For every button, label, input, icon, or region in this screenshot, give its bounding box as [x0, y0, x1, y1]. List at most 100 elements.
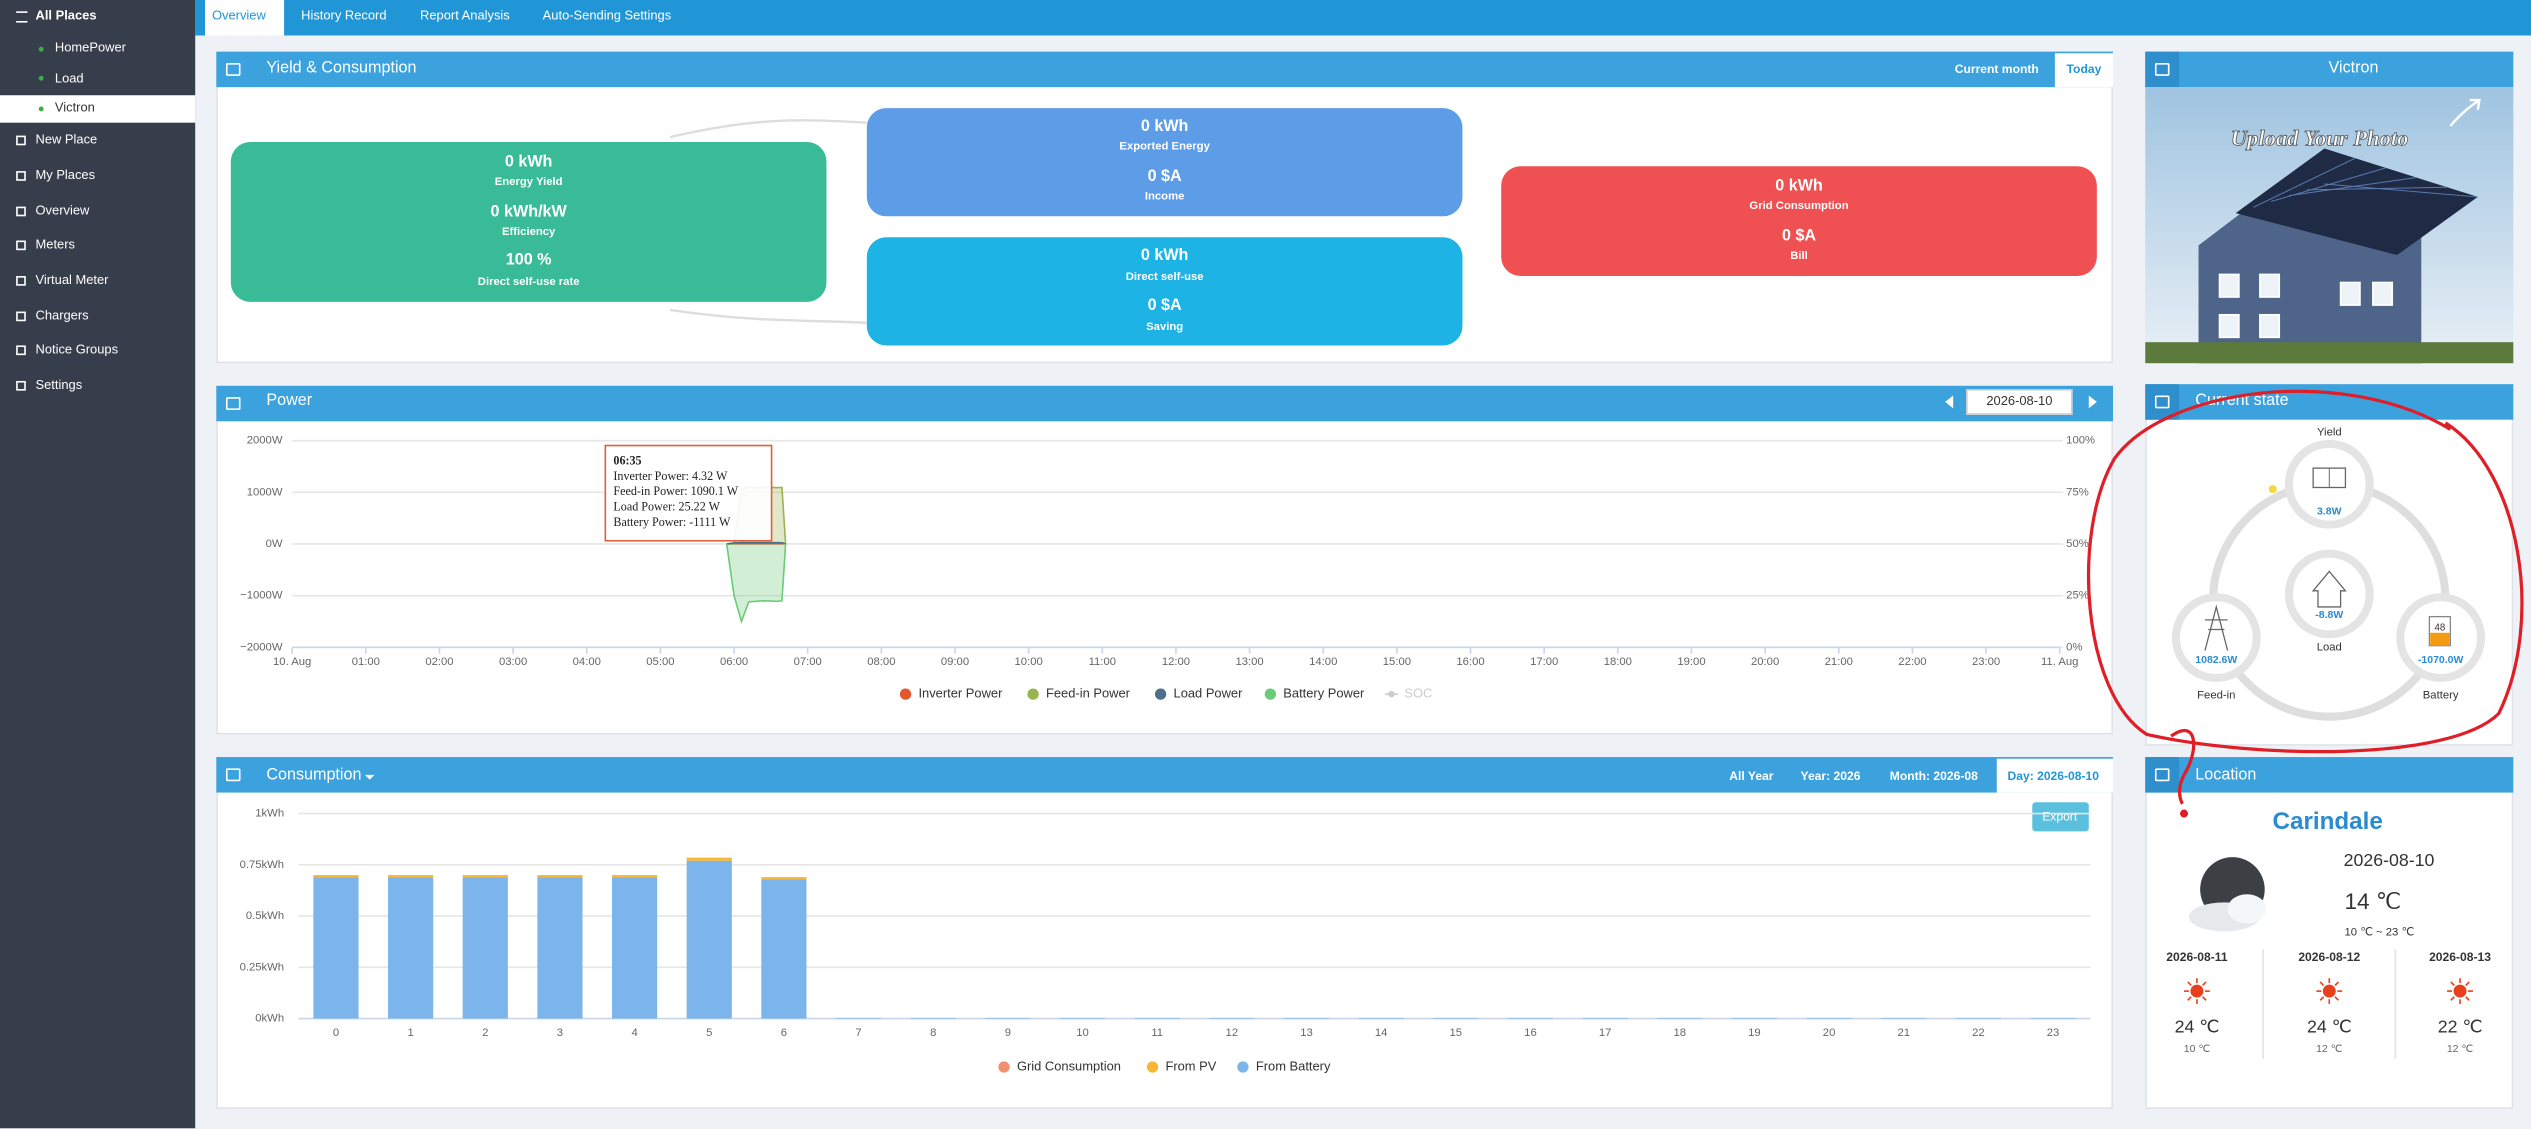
legend-item[interactable]: Grid Consumption — [1017, 1058, 1121, 1073]
menu-icon — [16, 11, 28, 23]
legend-item[interactable]: Battery Power — [1283, 686, 1365, 701]
export-label[interactable]: Export — [2042, 809, 2078, 824]
panel-title: Current state — [2195, 392, 2289, 411]
node-value: -8.8W — [2315, 610, 2343, 621]
sun-icon — [2453, 984, 2467, 998]
menu-item[interactable]: Virtual Meter — [35, 272, 109, 288]
tooltip-line: Inverter Power: 4.32 W — [613, 469, 728, 483]
sun-ray — [2319, 981, 2325, 986]
tab[interactable]: History Record — [301, 8, 387, 23]
forecast-date: 2026-08-12 — [2298, 949, 2361, 965]
y-tick-label: 0kWh — [255, 1013, 284, 1025]
y2-tick-label: 25% — [2066, 590, 2089, 602]
cloud-icon — [2227, 894, 2267, 924]
sun-ray — [2187, 981, 2192, 986]
tab[interactable]: Overview — [211, 8, 266, 23]
photo-window — [2372, 281, 2394, 306]
photo-upload-text[interactable]: Upload Your Photo — [2230, 125, 2409, 151]
place-item[interactable]: Victron — [54, 100, 95, 115]
active-period[interactable] — [2054, 53, 2113, 88]
sun-ray — [2187, 996, 2192, 1001]
bar-segment — [985, 1017, 1031, 1019]
export-button[interactable] — [2032, 802, 2089, 832]
menu-item[interactable]: Settings — [35, 377, 83, 393]
legend-marker — [1027, 688, 1039, 700]
active-tab[interactable] — [205, 0, 285, 36]
menu-item[interactable]: Meters — [35, 237, 75, 252]
sun-ray — [2450, 996, 2455, 1001]
y2-tick-label: 75% — [2066, 486, 2089, 498]
menu-item-icon — [16, 240, 26, 251]
panel-title: Yield & Consumption — [266, 59, 417, 78]
legend-item[interactable]: From PV — [1165, 1058, 1216, 1073]
card-label: Direct self-use rate — [477, 276, 580, 289]
menu-item[interactable]: My Places — [35, 167, 96, 183]
active-period[interactable] — [1996, 758, 2113, 793]
tab[interactable]: Report Analysis — [420, 8, 510, 23]
header-icon — [225, 768, 241, 782]
card-label: Grid Consumption — [1749, 200, 1849, 213]
period-toggle[interactable]: Year: 2026 — [1800, 768, 1861, 784]
forecast-low: 12 ℃ — [2316, 1043, 2343, 1056]
menu-item[interactable]: Overview — [35, 203, 90, 218]
menu-item[interactable]: New Place — [35, 132, 98, 147]
sun-icon — [2190, 984, 2204, 998]
date-value[interactable]: 2026-08-10 — [1986, 393, 2053, 409]
period-toggle[interactable]: Day: 2026-08-10 — [2007, 768, 2100, 784]
panel-title[interactable]: Consumption — [266, 766, 362, 785]
legend-item[interactable]: Inverter Power — [918, 686, 1003, 701]
menu-item-icon — [16, 311, 26, 322]
legend-item[interactable]: From Battery — [1256, 1058, 1331, 1073]
panel-title: Victron — [2328, 59, 2379, 78]
sun-ray — [2334, 996, 2339, 1001]
period-toggle[interactable]: Current month — [1954, 61, 2039, 77]
legend-item[interactable]: Feed-in Power — [1046, 686, 1131, 701]
place-item[interactable]: HomePower — [54, 40, 126, 55]
card-label: Saving — [1146, 322, 1184, 334]
x-tick-label: 20:00 — [1751, 656, 1779, 668]
legend-item[interactable]: Load Power — [1174, 686, 1244, 701]
y-tick-label: 1kWh — [255, 808, 284, 820]
bar-segment — [1657, 1017, 1703, 1019]
legend-item[interactable]: SOC — [1404, 686, 1432, 701]
photo-window — [2218, 273, 2240, 298]
card-value: 100 % — [505, 251, 552, 270]
period-toggle[interactable]: All Year — [1729, 768, 1774, 784]
period-toggle[interactable]: Month: 2026-08 — [1889, 768, 1978, 784]
x-tick-label: 04:00 — [573, 656, 601, 668]
sidebar — [0, 0, 196, 1129]
x-tick-label: 6 — [781, 1027, 787, 1039]
bar-segment — [686, 857, 732, 861]
x-tick-label: 09:00 — [941, 656, 969, 668]
tab[interactable]: Auto-Sending Settings — [542, 8, 672, 23]
menu-item[interactable]: Chargers — [35, 308, 89, 323]
card-value: 0 $A — [1147, 297, 1182, 315]
bar-segment — [2030, 1017, 2076, 1019]
menu-item[interactable]: Notice Groups — [35, 342, 119, 357]
place-item[interactable]: Load — [54, 70, 84, 85]
forecast-low: 10 ℃ — [2183, 1043, 2211, 1056]
sidebar-header[interactable]: All Places — [35, 8, 97, 23]
y2-tick-label: 100% — [2066, 435, 2095, 447]
x-tick-label: 14:00 — [1309, 656, 1337, 668]
bar-segment — [313, 877, 359, 1019]
x-tick-label: 12 — [1226, 1027, 1239, 1039]
bar-segment — [1433, 1017, 1479, 1019]
bar-segment — [462, 877, 508, 1019]
x-tick-label: 23 — [2047, 1027, 2060, 1039]
series-line — [726, 541, 786, 545]
y-tick-label: 0W — [266, 538, 283, 550]
period-toggle[interactable]: Today — [2066, 61, 2102, 77]
x-tick-label: 22 — [1972, 1027, 1985, 1039]
power-panel-header — [216, 385, 2113, 422]
menu-item-icon — [16, 276, 26, 286]
node-label: Feed-in — [2197, 690, 2235, 702]
x-tick-label: 10 — [1076, 1027, 1089, 1039]
date-input[interactable] — [1966, 389, 2073, 415]
bar-segment — [835, 1017, 882, 1019]
menu-item-icon — [16, 135, 26, 146]
node-label: Load — [2317, 641, 2342, 653]
location-panel — [2145, 757, 2514, 1109]
tower-icon — [2204, 604, 2229, 651]
